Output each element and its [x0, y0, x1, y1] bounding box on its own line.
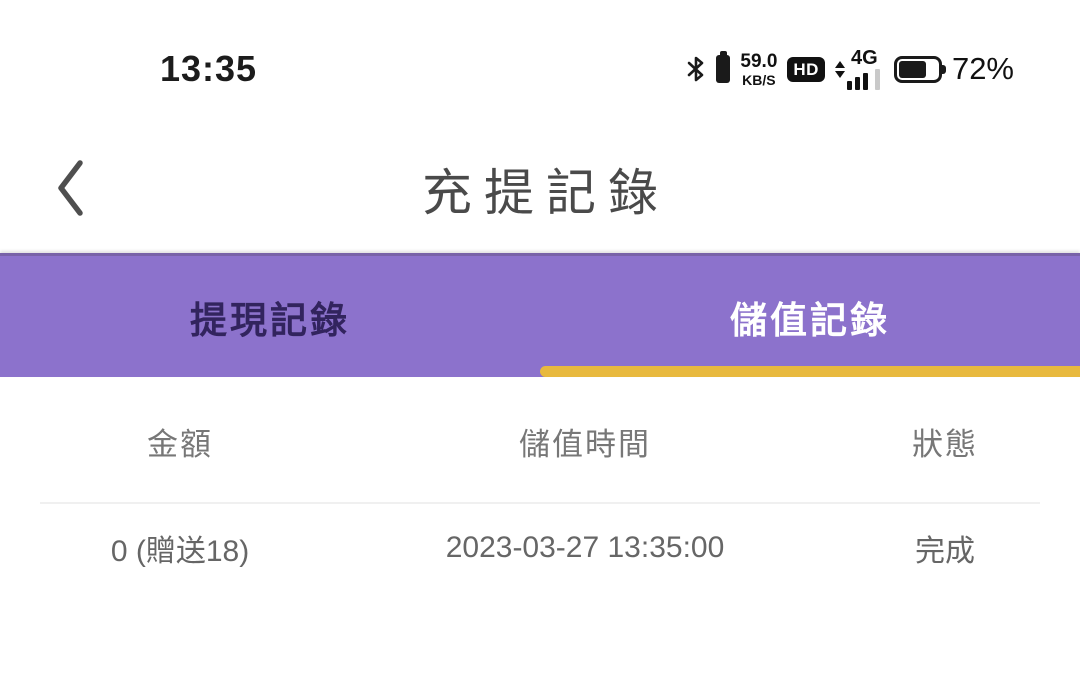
page-title: 充提記錄 [422, 165, 670, 221]
chevron-left-icon [58, 160, 83, 216]
status-icons: 59.0 KB/S HD 4G 72% [686, 40, 1014, 98]
divider [40, 502, 1040, 504]
row-deposit-time: 2023-03-27 13:35:00 [445, 531, 725, 564]
back-button[interactable] [52, 156, 90, 220]
row-amount: 0 (贈送18) [110, 535, 250, 568]
hd-badge: HD [787, 56, 825, 82]
column-header-amount: 金額 [147, 426, 213, 462]
column-header-status: 狀態 [912, 426, 978, 462]
clock: 13:35 [160, 48, 258, 89]
network-speed-value: 59.0 [740, 50, 778, 72]
active-tab-indicator [540, 366, 1080, 377]
network-type-label: 4G [850, 47, 878, 69]
table-row[interactable]: 0 (贈送18) 2023-03-27 13:35:00 完成 [0, 512, 1080, 584]
cellular-status: 4G [834, 47, 880, 90]
row-status: 完成 [915, 535, 975, 568]
status-bar: 13:35 59.0 KB/S HD 4G [0, 40, 1080, 98]
column-header-deposit-time: 儲值時間 [519, 426, 651, 462]
tab-bar: 提現記錄 儲值記錄 [0, 253, 1080, 377]
battery-fill [898, 60, 927, 78]
bluetooth-battery-icon [716, 51, 731, 83]
battery-icon [893, 55, 946, 83]
nav-header: 充提記錄 [0, 140, 1080, 238]
network-speed-unit: KB/S [742, 71, 776, 88]
tab-withdrawal-records[interactable]: 提現記錄 [190, 299, 350, 341]
bluetooth-icon [688, 56, 704, 82]
table-header: 金額 儲值時間 狀態 [0, 405, 1080, 477]
network-speed: 59.0 KB/S [740, 52, 777, 87]
signal-bars-icon [846, 69, 880, 90]
tab-deposit-records[interactable]: 儲值記錄 [730, 299, 890, 341]
data-arrows-icon [834, 60, 845, 78]
battery-percent: 72% [951, 51, 1014, 86]
